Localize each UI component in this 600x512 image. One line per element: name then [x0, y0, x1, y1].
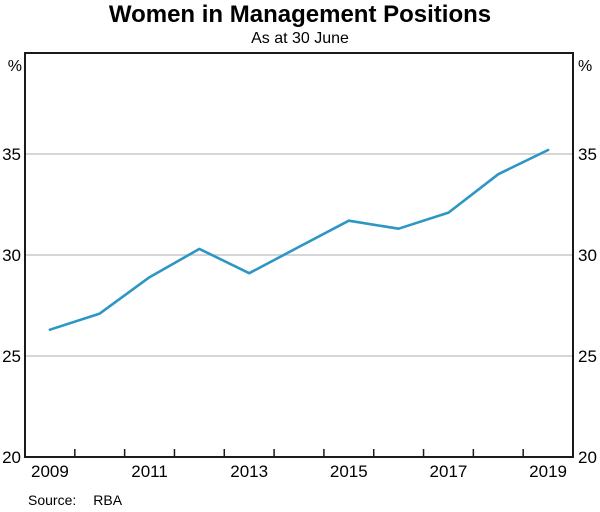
- x-tick-label: 2017: [430, 462, 468, 481]
- y-tick-label-right: 30: [578, 246, 597, 265]
- x-tick-label: 2011: [131, 462, 168, 481]
- y-tick-label-left: 35: [2, 145, 21, 164]
- chart-subtitle: As at 30 June: [251, 30, 349, 47]
- y-tick-label-left: 30: [2, 246, 21, 265]
- y-tick-label-left: 25: [2, 347, 21, 366]
- y-tick-label-right: 35: [578, 145, 597, 164]
- data-line: [48, 148, 550, 332]
- source-value: RBA: [93, 492, 123, 508]
- y-unit-left: %: [8, 58, 22, 75]
- x-tick-label: 2013: [230, 462, 268, 481]
- source-label: Source:: [28, 492, 77, 508]
- x-tick-label: 2019: [529, 462, 567, 481]
- source-note: Source: RBA: [28, 492, 122, 508]
- y-tick-label-right: 20: [578, 448, 597, 467]
- y-tick-label-left: 20: [2, 448, 21, 467]
- x-tick-label: 2009: [31, 462, 69, 481]
- plot-frame: [24, 52, 574, 458]
- chart-title: Women in Management Positions: [108, 1, 492, 28]
- x-tick-label: 2015: [330, 462, 368, 481]
- y-tick-label-right: 25: [578, 347, 597, 366]
- y-unit-right: %: [578, 58, 592, 75]
